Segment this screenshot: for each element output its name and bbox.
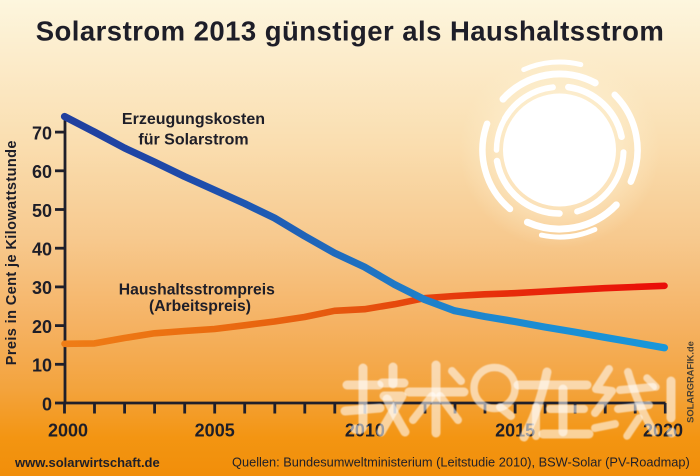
svg-text:40: 40 — [32, 240, 52, 260]
svg-text:SOLARGRAFIK.de: SOLARGRAFIK.de — [686, 341, 696, 423]
svg-text:2000: 2000 — [48, 421, 88, 441]
svg-text:Haushaltsstrompreis: Haushaltsstrompreis — [119, 281, 275, 298]
svg-text:30: 30 — [32, 278, 52, 298]
svg-text:Erzeugungskosten: Erzeugungskosten — [122, 111, 265, 128]
svg-text:0: 0 — [42, 394, 52, 414]
svg-text:Quellen: Bundesumweltministeri: Quellen: Bundesumweltministerium (Leitst… — [232, 455, 690, 470]
svg-text:70: 70 — [32, 123, 52, 143]
svg-text:für Solarstrom: für Solarstrom — [138, 132, 248, 149]
svg-text:20: 20 — [32, 317, 52, 337]
svg-text:60: 60 — [32, 162, 52, 182]
svg-text:Preis in Cent je Kilowattstund: Preis in Cent je Kilowattstunde — [4, 140, 20, 365]
svg-text:2005: 2005 — [195, 421, 235, 441]
svg-text:(Arbeitspreis): (Arbeitspreis) — [149, 298, 251, 315]
svg-text:Solarstrom 2013 günstiger als: Solarstrom 2013 günstiger als Haushaltss… — [36, 16, 665, 47]
svg-text:50: 50 — [32, 201, 52, 221]
svg-text:www.solarwirtschaft.de: www.solarwirtschaft.de — [14, 455, 160, 470]
svg-text:10: 10 — [32, 356, 52, 376]
